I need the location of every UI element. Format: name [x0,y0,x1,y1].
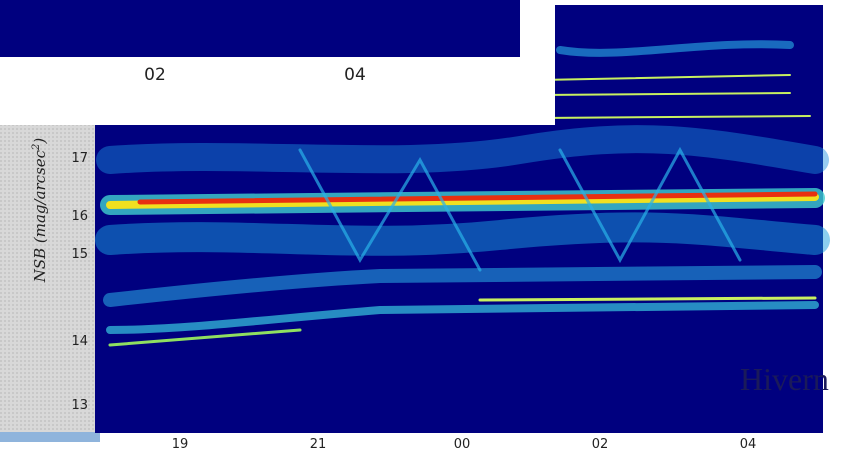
x-tick-label: 02 [144,65,166,85]
y-label-main: NSB (mag/arcsec [31,149,49,283]
y-tick-label: 17 [71,151,88,166]
y-tick-label: 14 [71,334,88,349]
back-plot-area [0,0,520,57]
x-tick-label: 19 [172,437,189,452]
annotation: Hivern [740,361,829,397]
density-heatmap [95,40,830,347]
y-tick-label: 16 [71,209,88,224]
x-axis: 19 21 00 02 04 [172,437,757,452]
side-texture [0,115,100,435]
x-tick-label: 04 [740,437,757,452]
x-tick-label: 04 [344,65,366,85]
y-label-sup: 2 [31,144,42,151]
y-tick-label: 15 [71,247,88,262]
y-label-end: ) [31,138,49,145]
x-tick-label: 00 [454,437,471,452]
y-axis: 17 16 15 14 13 NSB (mag/arcsec2) [31,138,88,413]
x-tick-label: 21 [310,437,327,452]
x-tick-label: 02 [592,437,609,452]
y-axis-label: NSB (mag/arcsec2) [31,138,49,284]
accent-bar [0,432,100,442]
y-tick-label: 13 [71,398,88,413]
